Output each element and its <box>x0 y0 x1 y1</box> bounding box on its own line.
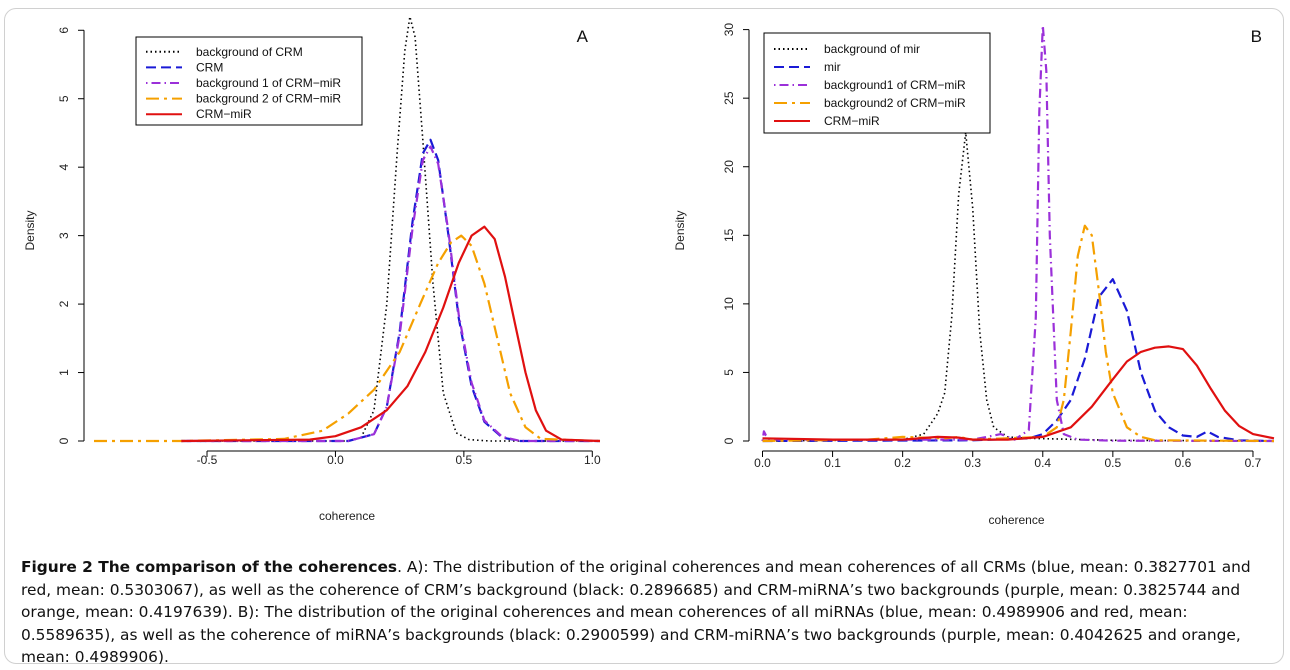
x-tick-label: 0.2 <box>894 456 911 470</box>
series-line-purple <box>181 145 600 443</box>
x-tick-label: 0.1 <box>824 456 841 470</box>
x-tick-label: 1.0 <box>584 453 601 467</box>
y-axis: 0 1 2 3 4 5 6 <box>57 27 85 444</box>
x-axis: -0.5 0.0 0.5 1.0 <box>197 450 601 467</box>
series-line-orange <box>762 224 1275 443</box>
caption-text: . A): The distribution of the original c… <box>21 558 1251 666</box>
series-line-black <box>762 131 1275 442</box>
legend-label: CRM <box>196 60 223 74</box>
panel-a-chart: -0.5 0.0 0.5 1.0 0 1 2 3 4 5 6 coherence Density Abac… <box>23 15 601 523</box>
y-axis: 0 5 10 15 20 25 30 <box>722 23 750 444</box>
panel-label: B <box>1251 27 1262 46</box>
y-tick-label: 1 <box>57 369 71 376</box>
x-axis-label: coherence <box>988 513 1044 527</box>
legend: background of mir mir background1 of CRM−m… <box>763 32 991 134</box>
caption-title: Figure 2 The comparison of the coherence… <box>21 558 398 576</box>
legend-label: background2 of CRM−miR <box>824 96 966 110</box>
y-axis-label: Density <box>673 210 687 250</box>
panel-label: A <box>577 27 589 46</box>
y-tick-label: 0 <box>57 437 71 444</box>
x-tick-label: 0.0 <box>327 453 344 467</box>
legend-label: CRM−miR <box>196 107 252 121</box>
x-tick-label: 0.3 <box>964 456 981 470</box>
x-tick-label: 0.5 <box>1104 456 1121 470</box>
series-line-blue <box>181 138 600 443</box>
x-tick-label: -0.5 <box>197 453 218 467</box>
y-tick-label: 6 <box>57 27 71 34</box>
y-tick-label: 3 <box>57 232 71 239</box>
panel-b-chart: 0.0 0.1 0.2 0.3 0.4 0.5 0.6 0.7 0 5 10 15 20 25 30 cohe… <box>673 23 1275 527</box>
figure-caption: Figure 2 The comparison of the coherence… <box>21 556 1273 669</box>
x-axis: 0.0 0.1 0.2 0.3 0.4 0.5 0.6 0.7 <box>754 450 1262 470</box>
y-tick-label: 4 <box>57 164 71 171</box>
series-line-purple <box>761 24 1275 443</box>
legend-label: mir <box>824 60 841 74</box>
legend-label: background of CRM <box>196 45 303 59</box>
series-line-red <box>762 345 1275 441</box>
legend-label: background of mir <box>824 42 920 56</box>
legend-label: background1 of CRM−miR <box>824 78 966 92</box>
x-tick-label: 0.0 <box>754 456 771 470</box>
y-tick-label: 5 <box>722 369 736 376</box>
series-line-blue <box>762 278 1275 443</box>
x-tick-label: 0.5 <box>456 453 473 467</box>
x-tick-label: 0.4 <box>1034 456 1051 470</box>
y-tick-label: 15 <box>722 228 736 242</box>
y-tick-label: 30 <box>722 23 736 37</box>
x-tick-label: 0.7 <box>1245 456 1262 470</box>
figure-frame <box>4 8 1284 664</box>
figure-charts: -0.5 0.0 0.5 1.0 0 1 2 3 4 5 6 coherence Density Abac… <box>23 15 1275 527</box>
y-tick-label: 0 <box>722 437 736 444</box>
y-tick-label: 10 <box>722 297 736 311</box>
y-tick-label: 25 <box>722 91 736 105</box>
legend-label: background 2 of CRM−miR <box>196 92 341 106</box>
y-axis-label: Density <box>23 210 37 250</box>
series-line-orange <box>94 234 601 443</box>
x-axis-label: coherence <box>319 509 375 523</box>
x-tick-label: 0.6 <box>1175 456 1192 470</box>
y-tick-label: 20 <box>722 160 736 174</box>
legend-label: CRM−miR <box>824 114 880 128</box>
y-tick-label: 5 <box>57 95 71 102</box>
y-tick-label: 2 <box>57 300 71 307</box>
series-line-red <box>181 225 601 443</box>
legend-label: background 1 of CRM−miR <box>196 76 341 90</box>
